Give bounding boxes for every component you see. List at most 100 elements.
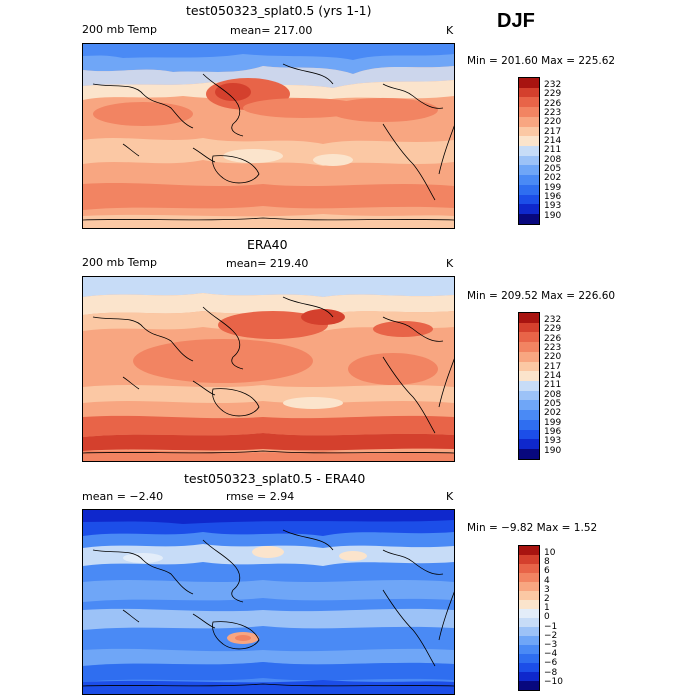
panel-2-minmax: Min = 209.52 Max = 226.60 (467, 290, 616, 302)
colorbar-tick-label: 1 (544, 603, 550, 614)
panel-2-colorbar (518, 312, 540, 460)
colorbar-cell (519, 204, 539, 215)
colorbar-cell (519, 663, 539, 672)
colorbar-tick-label: 211 (544, 145, 562, 156)
panel-3-units: K (446, 490, 454, 503)
colorbar-tick-label: −10 (544, 676, 563, 687)
colorbar-tick-label: 223 (544, 108, 562, 118)
colorbar-cell (519, 600, 539, 609)
colorbar-cell (519, 165, 539, 176)
colorbar-cell (519, 546, 539, 555)
colorbar-cell (519, 390, 539, 401)
colorbar-tick-label: 196 (544, 427, 562, 437)
colorbar-tick-label: 3 (544, 584, 550, 595)
colorbar-cell (519, 146, 539, 156)
colorbar-cell (519, 184, 539, 195)
colorbar-cell (519, 87, 539, 98)
colorbar-tick-label: 193 (544, 436, 562, 447)
panel-1-minmax: Min = 201.60 Max = 225.62 (467, 55, 616, 67)
colorbar-cell (519, 636, 539, 645)
colorbar-tick-label: 202 (544, 173, 562, 184)
colorbar-cell (519, 555, 539, 564)
colorbar-tick-label: 226 (544, 98, 562, 109)
panel-1-mean: mean= 217.00 (230, 24, 313, 37)
colorbar-cell (519, 361, 539, 372)
colorbar-cell (519, 564, 539, 573)
colorbar-cell (519, 126, 539, 137)
panel-2-map (82, 276, 455, 462)
colorbar-tick-label: −4 (544, 649, 558, 660)
colorbar-tick-label: 190 (544, 210, 562, 221)
colorbar-tick-label: 220 (544, 352, 562, 363)
colorbar-cell (519, 618, 539, 627)
colorbar-cell (519, 175, 539, 185)
colorbar-tick-label: 208 (544, 154, 562, 165)
colorbar-tick-label: 4 (544, 575, 550, 586)
panel-3-title: test050323_splat0.5 - ERA40 (184, 471, 366, 486)
panel-2-field-label: 200 mb Temp (82, 256, 158, 269)
colorbar-cell (519, 591, 539, 600)
colorbar-cell (519, 582, 539, 591)
colorbar-tick-label: 229 (544, 324, 562, 335)
colorbar-cell (519, 116, 539, 127)
colorbar-cell (519, 627, 539, 636)
colorbar-tick-label: 205 (544, 399, 562, 409)
colorbar-cell (519, 381, 539, 391)
colorbar-cell (519, 332, 539, 343)
colorbar-cell (519, 313, 539, 323)
colorbar-tick-label: 217 (544, 361, 562, 372)
colorbar-cell (519, 351, 539, 362)
colorbar-cell (519, 573, 539, 582)
colorbar-cell (519, 400, 539, 411)
colorbar-tick-label: 202 (544, 408, 562, 419)
panel-1-units: K (446, 24, 454, 37)
colorbar-cell (519, 681, 539, 690)
colorbar-cell (519, 322, 539, 333)
panel-3-rmse: rmse = 2.94 (226, 490, 295, 503)
colorbar-tick-label: −8 (544, 667, 558, 678)
colorbar-cell (519, 107, 539, 117)
colorbar-cell (519, 136, 539, 147)
colorbar-tick-label: −2 (544, 630, 558, 641)
colorbar-tick-label: 10 (544, 548, 556, 558)
colorbar-tick-label: 199 (544, 417, 562, 428)
colorbar-cell (519, 371, 539, 382)
colorbar-tick-label: 223 (544, 343, 562, 353)
colorbar-tick-label: −6 (544, 658, 558, 669)
colorbar-cell (519, 214, 539, 224)
panel-3-map (82, 509, 455, 695)
colorbar-tick-label: 190 (544, 445, 562, 456)
colorbar-tick-label: 220 (544, 117, 562, 128)
panel-3-colorbar (518, 545, 540, 691)
colorbar-tick-label: 208 (544, 389, 562, 400)
colorbar-cell (519, 194, 539, 205)
colorbar-tick-label: 226 (544, 333, 562, 344)
panel-2-units: K (446, 257, 454, 270)
season-label: DJF (497, 10, 535, 32)
colorbar-cell (519, 654, 539, 663)
colorbar-cell (519, 155, 539, 166)
colorbar-tick-label: 214 (544, 136, 562, 146)
panel-1-title: test050323_splat0.5 (yrs 1-1) (186, 3, 372, 18)
colorbar-tick-label: 0 (544, 612, 550, 623)
panel-3-minmax: Min = −9.82 Max = 1.52 (467, 522, 598, 534)
colorbar-tick-label: 232 (544, 80, 562, 90)
colorbar-tick-label: 6 (544, 566, 550, 577)
colorbar-tick-label: 232 (544, 315, 562, 325)
colorbar-tick-label: 205 (544, 164, 562, 174)
colorbar-tick-label: 199 (544, 182, 562, 193)
colorbar-cell (519, 97, 539, 108)
colorbar-cell (519, 342, 539, 352)
colorbar-tick-label: 2 (544, 594, 550, 604)
colorbar-cell (519, 410, 539, 420)
panel-1-map (82, 43, 455, 229)
colorbar-cell (519, 429, 539, 440)
panel-1-colorbar (518, 77, 540, 225)
colorbar-tick-label: 214 (544, 371, 562, 381)
colorbar-tick-label: 8 (544, 557, 550, 568)
colorbar-tick-label: 196 (544, 192, 562, 202)
colorbar-cell (519, 449, 539, 459)
colorbar-tick-label: −3 (544, 640, 558, 650)
colorbar-cell (519, 609, 539, 618)
colorbar-cell (519, 672, 539, 681)
